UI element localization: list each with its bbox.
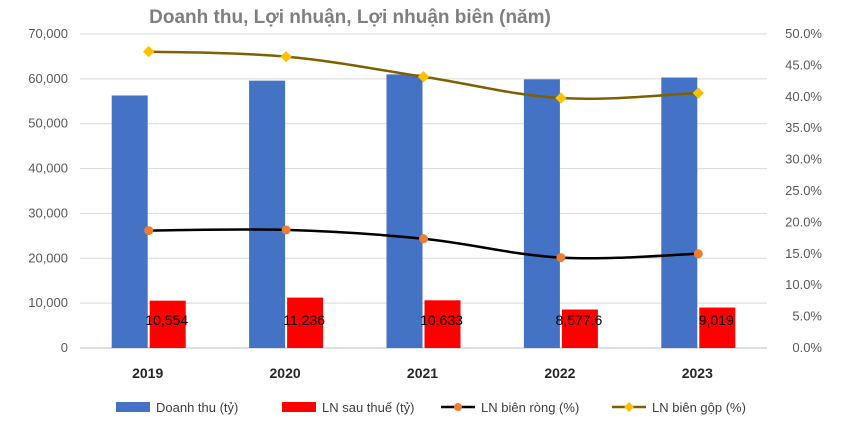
gridlines	[80, 33, 767, 349]
bar-ln-sau-thue	[287, 297, 324, 348]
legend-swatch	[282, 402, 316, 412]
data-labels: 10,554 11,236 10,633 8,577.6 9,019	[145, 312, 734, 328]
left-tick-label: 30,000	[28, 205, 68, 220]
right-tick-label: 40.0%	[785, 89, 822, 104]
marker-ln-bien-rong	[556, 253, 566, 263]
category-labels: 2019 2020 2021 2022 2023	[132, 365, 713, 381]
marker-ln-bien-rong	[281, 225, 291, 235]
legend: Doanh thu (tỷ) LN sau thuế (tỷ) LN biên rò…	[116, 400, 746, 415]
left-tick-label: 60,000	[28, 71, 68, 86]
data-label: 10,554	[145, 312, 188, 328]
legend-label: LN biên gộp (%)	[652, 400, 746, 415]
bar-doanh-thu	[523, 79, 560, 348]
marker-ln-bien-rong	[419, 234, 428, 244]
left-tick-label: 40,000	[28, 161, 68, 176]
left-tick-label: 20,000	[28, 250, 68, 265]
left-tick-label: 70,000	[28, 26, 68, 41]
left-axis: 0 10,000 20,000 30,000 40,000 50,000 60,000 70,…	[28, 26, 68, 355]
right-tick-label: 0.0%	[792, 340, 822, 355]
data-label: 11,236	[283, 312, 325, 328]
right-tick-label: 45.0%	[785, 57, 822, 72]
left-tick-label: 10,000	[28, 295, 68, 310]
legend-marker	[624, 402, 634, 412]
bar-doanh-thu	[249, 80, 286, 348]
left-tick-label: 50,000	[28, 116, 68, 131]
category-label: 2020	[270, 365, 301, 381]
marker-ln-bien-gop	[280, 50, 292, 63]
line-ln-bien-rong	[148, 228, 699, 260]
lines	[143, 45, 704, 263]
legend-label: Doanh thu (tỷ)	[156, 400, 238, 415]
category-label: 2019	[132, 365, 163, 381]
bar-doanh-thu	[111, 95, 148, 348]
right-tick-label: 30.0%	[785, 152, 822, 167]
category-label: 2021	[407, 365, 438, 381]
category-label: 2023	[682, 365, 713, 381]
right-tick-label: 5.0%	[792, 309, 822, 324]
right-tick-label: 35.0%	[785, 120, 822, 135]
marker-ln-bien-gop	[143, 45, 155, 58]
legend-swatch	[116, 402, 150, 412]
right-tick-label: 15.0%	[785, 246, 822, 261]
legend-marker	[454, 403, 462, 411]
data-label: 9,019	[699, 312, 734, 328]
bar-ln-sau-thue	[149, 300, 186, 348]
left-tick-label: 0	[61, 340, 68, 355]
bar-doanh-thu	[661, 77, 698, 349]
data-label: 8,577.6	[556, 312, 603, 328]
bar-ln-sau-thue	[424, 300, 461, 348]
chart-title: Doanh thu, Lợi nhuận, Lợi nhuận biên (nă…	[149, 7, 551, 28]
right-tick-label: 20.0%	[785, 214, 822, 229]
bars	[111, 74, 736, 349]
category-label: 2022	[544, 365, 575, 381]
right-tick-label: 50.0%	[785, 26, 822, 41]
legend-label: LN sau thuế (tỷ)	[322, 400, 415, 415]
bar-ln-sau-thue	[699, 307, 736, 348]
bar-ln-sau-thue	[561, 309, 598, 348]
legend-label: LN biên ròng (%)	[481, 400, 579, 415]
marker-ln-bien-rong	[693, 249, 703, 259]
bar-doanh-thu	[386, 74, 423, 348]
right-axis: 0.0% 5.0% 10.0% 15.0% 20.0% 25.0% 30.0% 35.0% 40…	[785, 26, 822, 355]
data-label: 10,633	[420, 312, 463, 328]
right-tick-label: 25.0%	[785, 183, 822, 198]
marker-ln-bien-rong	[144, 226, 154, 236]
right-tick-label: 10.0%	[785, 277, 822, 292]
